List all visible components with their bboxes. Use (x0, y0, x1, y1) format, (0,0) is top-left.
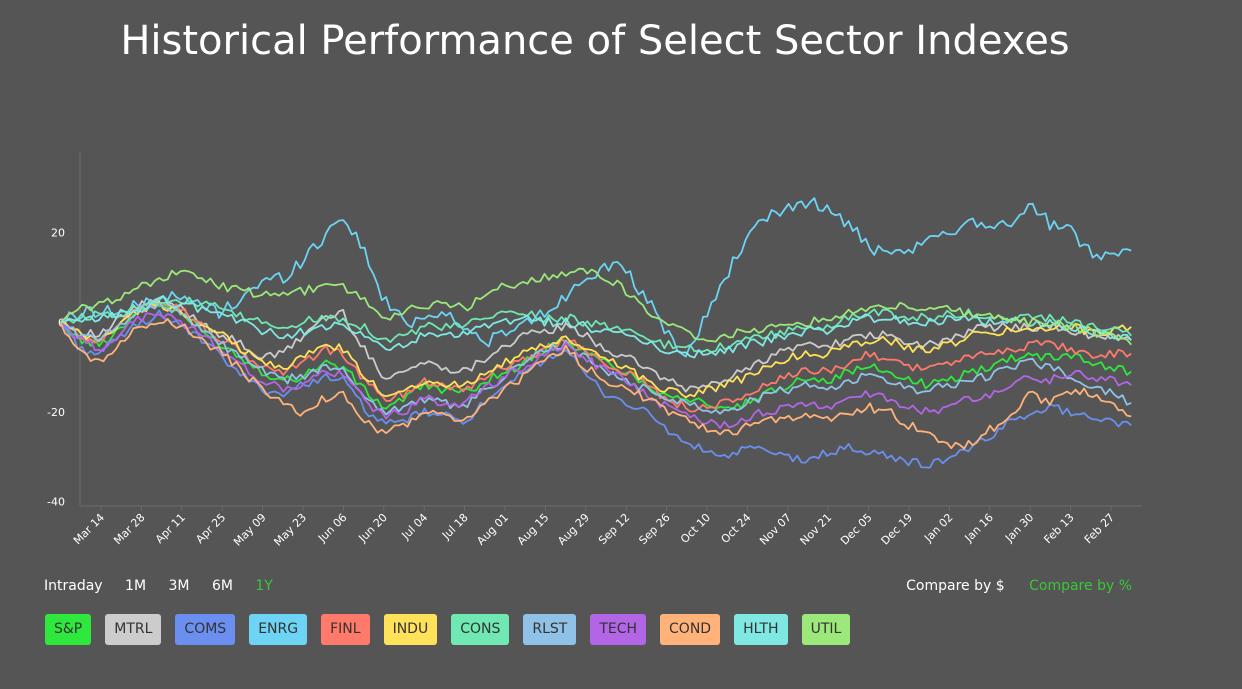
compare-by-dollar[interactable]: Compare by $ (906, 578, 1005, 594)
y-tick-label: 20 (51, 227, 65, 240)
x-tick-label: Dec 05 (838, 511, 875, 548)
series-line-indu (60, 300, 1132, 399)
legend-item-mtrl[interactable]: MTRL (105, 614, 162, 645)
series-line-rlst (60, 302, 1132, 416)
x-tick-label: Feb 27 (1082, 511, 1117, 546)
legend-item-cons[interactable]: CONS (451, 614, 510, 645)
x-tick-label: Aug 01 (474, 511, 511, 548)
series-line-cons (60, 296, 1132, 354)
x-tick-label: Jul 04 (399, 511, 431, 543)
series-line-hlth (60, 295, 1132, 359)
x-tick-label: May 09 (231, 511, 269, 549)
x-tick-label: Jan 30 (1002, 511, 1036, 545)
x-tick-label: Jan 02 (921, 511, 955, 545)
x-tick-label: Oct 24 (719, 511, 754, 546)
x-tick-label: Sep 26 (636, 511, 672, 547)
range-3m[interactable]: 3M (168, 578, 190, 594)
legend-item-enrg[interactable]: ENRG (249, 614, 308, 645)
range-intraday[interactable]: Intraday (44, 578, 103, 594)
chart-series (59, 197, 1132, 469)
legend-item-hlth[interactable]: HLTH (734, 614, 788, 645)
x-tick-label: May 23 (271, 511, 309, 549)
legend-item-util[interactable]: UTIL (801, 614, 851, 645)
series-line-cond (59, 318, 1132, 450)
x-tick-label: Jan 16 (962, 511, 996, 545)
range-1y[interactable]: 1Y (255, 578, 273, 594)
x-tick-label: Jun 20 (355, 511, 389, 545)
page-title: Historical Performance of Select Sector … (120, 18, 1070, 64)
series-line-util (59, 267, 1132, 346)
compare-toggle: Compare by $ Compare by % (886, 578, 1132, 594)
legend-item-rlst[interactable]: RLST (523, 614, 577, 645)
series-line-mtrl (60, 295, 1132, 393)
x-tick-label: Apr 25 (193, 511, 228, 546)
x-tick-label: Sep 12 (596, 511, 632, 547)
legend-item-sp[interactable]: S&P (45, 614, 92, 645)
x-tick-label: Aug 15 (515, 511, 552, 548)
range-1m[interactable]: 1M (125, 578, 147, 594)
series-line-coms (59, 309, 1132, 469)
x-tick-label: Nov 07 (757, 511, 794, 548)
series-line-tech (60, 312, 1132, 430)
y-tick-label: -20 (47, 406, 65, 419)
legend-item-tech[interactable]: TECH (590, 614, 647, 645)
legend-item-indu[interactable]: INDU (383, 614, 438, 645)
x-tick-label: Dec 19 (879, 511, 916, 548)
legend-item-finl[interactable]: FINL (321, 614, 370, 645)
x-tick-label: Feb 13 (1041, 511, 1076, 546)
x-tick-label: Mar 28 (111, 511, 147, 547)
y-tick-label: -40 (47, 496, 65, 509)
x-tick-label: Jul 18 (439, 511, 471, 543)
x-tick-label: Nov 21 (798, 511, 835, 548)
legend-item-coms[interactable]: COMS (175, 614, 236, 645)
series-legend: S&P MTRL COMS ENRG FINL INDU CONS RLST TECH COND H… (45, 614, 864, 645)
series-line-enrg (60, 197, 1132, 358)
range-selector: Intraday 1M 3M 6M 1Y (44, 578, 291, 594)
x-tick-label: Apr 11 (153, 511, 188, 546)
x-tick-label: Jun 06 (315, 511, 349, 545)
legend-item-cond[interactable]: COND (660, 614, 721, 645)
range-6m[interactable]: 6M (211, 578, 233, 594)
x-tick-label: Aug 29 (555, 511, 592, 548)
compare-by-percent[interactable]: Compare by % (1029, 578, 1132, 594)
x-tick-label: Mar 14 (71, 511, 107, 547)
x-tick-label: Oct 10 (678, 511, 713, 546)
